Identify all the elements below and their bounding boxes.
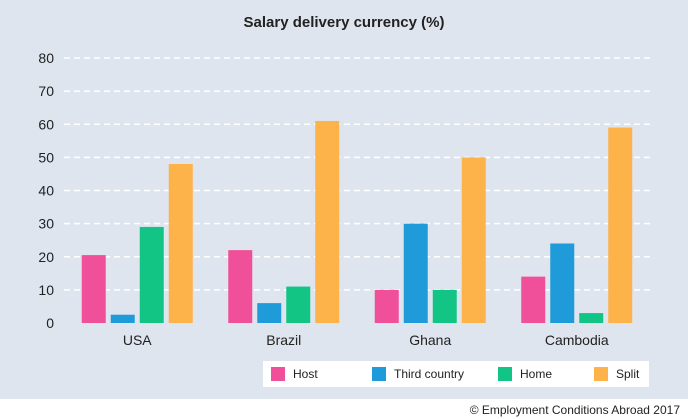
bar	[550, 243, 575, 323]
bar	[315, 120, 340, 323]
bar	[608, 127, 633, 323]
legend-item: Third country	[372, 367, 464, 381]
bar	[168, 164, 193, 323]
legend: Host Third country Home Split	[263, 361, 649, 387]
chart-title: Salary delivery currency (%)	[243, 14, 445, 31]
bar-chart: 0 10 20 30 40 50 60 70 80 USA Brazil Ghana Cambodia	[38, 50, 650, 348]
legend-item: Split	[594, 367, 639, 381]
y-tick-label: 20	[38, 249, 54, 265]
bar	[579, 313, 604, 323]
y-tick-label: 0	[46, 315, 54, 331]
legend-swatch	[372, 367, 386, 381]
legend-label: Split	[616, 367, 640, 381]
legend-label: Host	[293, 367, 318, 381]
y-tick-label: 50	[38, 149, 54, 165]
x-tick-label: Brazil	[266, 332, 301, 348]
chart-panel: Salary delivery currency (%) 0 10 20 30 40 50…	[0, 0, 688, 399]
y-tick-label: 40	[38, 183, 54, 199]
legend-swatch	[594, 367, 608, 381]
bar	[228, 250, 253, 323]
bar	[403, 223, 428, 323]
y-tick-label: 70	[38, 83, 54, 99]
bar	[461, 157, 486, 323]
bar	[521, 276, 546, 323]
legend-swatch	[498, 367, 512, 381]
y-tick-label: 80	[38, 50, 54, 66]
x-tick-label: USA	[123, 332, 152, 348]
x-tick-label: Ghana	[409, 332, 451, 348]
legend-item: Home	[498, 367, 552, 381]
x-tick-label: Cambodia	[545, 332, 609, 348]
legend-swatch	[271, 367, 285, 381]
bar	[286, 286, 311, 323]
bar	[257, 303, 282, 323]
bar	[432, 289, 457, 323]
legend-item: Host	[271, 367, 318, 381]
bar	[110, 314, 135, 323]
bar	[139, 226, 164, 323]
y-tick-label: 30	[38, 216, 54, 232]
y-tick-label: 10	[38, 282, 54, 298]
legend-label: Home	[520, 367, 553, 381]
bar	[81, 255, 106, 323]
y-tick-label: 60	[38, 116, 54, 132]
copyright-notice: © Employment Conditions Abroad 2017	[469, 403, 680, 417]
legend-label: Third country	[394, 367, 465, 381]
bar	[374, 289, 399, 323]
